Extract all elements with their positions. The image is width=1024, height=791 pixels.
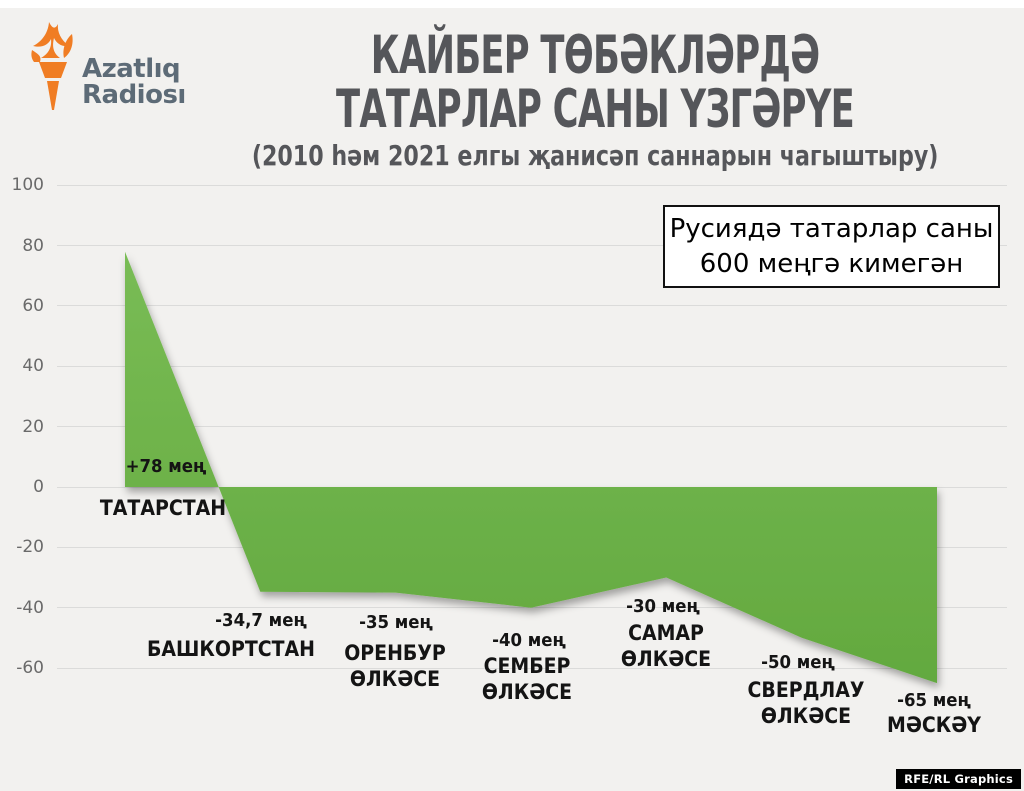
name-line: САМАР [628,621,704,646]
y-axis-tick-label: 40 [22,356,44,377]
name-line: ТАТАРСТАН [99,496,227,521]
credit-text: RFE/RL Graphics [904,772,1013,786]
point-name-label: САМАР ӨЛКӘСЕ [621,621,711,673]
name-line: БАШКОРТСТАН [146,637,316,662]
name-line: ОРЕНБУР [344,641,446,666]
name-line: ӨЛКӘСЕ [349,667,441,692]
top-white-strip [0,0,1024,8]
y-axis-tick-label: -20 [16,537,44,558]
callout-box: Русиядә татарлар саны 600 меңгә кимегән [663,205,1000,288]
gridline [57,184,1007,186]
y-axis-tick-label: 80 [22,235,44,256]
name-line: СВЕРДЛАУ [747,678,865,703]
point-name-label: СЕМБЕР ӨЛКӘСЕ [482,654,572,706]
name-line: СЕМБЕР [483,654,571,679]
logo-line-1: Azatlıq [82,54,181,84]
point-value-label: -30 мең [626,596,700,617]
point-value-label: +78 мең [125,456,207,477]
point-name-label: ОРЕНБУР ӨЛКӘСЕ [344,641,446,693]
name-line: ӨЛКӘСЕ [760,704,852,729]
name-line: ӨЛКӘСЕ [481,680,573,705]
title-row-2: ТАТАРЛАР САНЫ ҮЗГӘРҮЕ [150,83,1024,136]
y-axis-tick-label: 0 [33,477,44,497]
torch-icon [31,22,73,110]
point-value-label: -40 мең [492,630,566,651]
name-line: ӨЛКӘСЕ [620,647,712,672]
point-name-label: ТАТАРСТАН [100,496,226,522]
logo-line-2: Radiosı [82,80,186,110]
point-name-label: БАШКОРТСТАН [147,637,315,663]
azatliq-radiosi-logo: Azatlıq Radiosı [26,20,186,112]
chart-header: КАЙБЕР ТӨБӘКЛӘРДӘ ТАТАРЛАР САНЫ ҮЗГӘРҮЕ … [150,0,1024,171]
y-axis-tick-label: 20 [22,416,44,437]
point-name-label: МӘСКӘҮ [887,713,981,739]
point-value-label: -35 мең [359,612,433,633]
credit-badge: RFE/RL Graphics [896,769,1021,789]
logo-wordmark: Azatlıq Radiosı [82,56,186,108]
page-subtitle: (2010 һәм 2021 елгы җанисәп саннарын чаг… [251,139,939,172]
y-axis-tick-label: 100 [11,175,44,196]
y-axis-tick-label: -40 [16,597,44,618]
y-axis-tick-label: 60 [22,295,44,316]
title-row-1: КАЙБЕР ТӨБӘКЛӘРДӘ [150,29,1024,82]
page-title-line-2: ТАТАРЛАР САНЫ ҮЗГӘРҮЕ [336,79,855,140]
subtitle-row: (2010 һәм 2021 елгы җанисәп саннарын чаг… [150,141,1024,171]
point-value-label: -34,7 мең [215,610,307,631]
y-axis-tick-label: -60 [16,658,44,678]
callout-line-2: 600 меңгә кимегән [699,248,964,279]
page-title-line-1: КАЙБЕР ТӨБӘКЛӘРДӘ [370,25,820,86]
point-value-label: -50 мең [761,652,835,673]
point-value-label: -65 мең [897,690,971,711]
gridline [57,245,1007,247]
point-name-label: СВЕРДЛАУ ӨЛКӘСЕ [748,678,865,730]
callout-line-1: Русиядә татарлар саны [669,213,994,244]
name-line: МӘСКӘҮ [886,713,982,738]
